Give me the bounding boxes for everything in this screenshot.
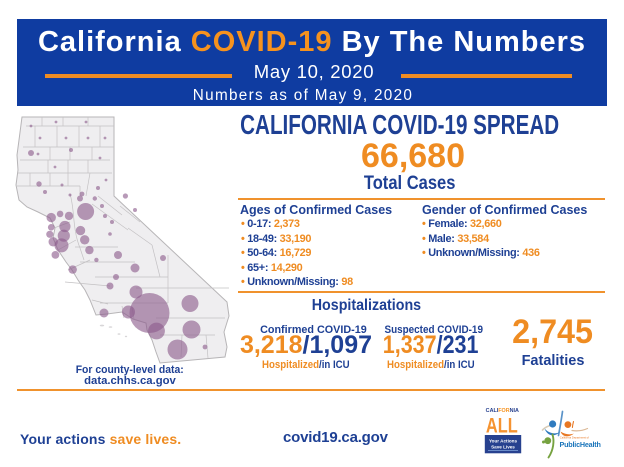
svg-text:CALIFORNIA: CALIFORNIA <box>486 408 519 414</box>
svg-text:Save Lives: Save Lives <box>491 445 515 450</box>
svg-text:PublicHealth: PublicHealth <box>560 440 601 449</box>
svg-text:California Department of: California Department of <box>560 436 589 440</box>
svg-text:ALL: ALL <box>486 413 518 436</box>
svg-text:Your Actions: Your Actions <box>489 439 518 444</box>
